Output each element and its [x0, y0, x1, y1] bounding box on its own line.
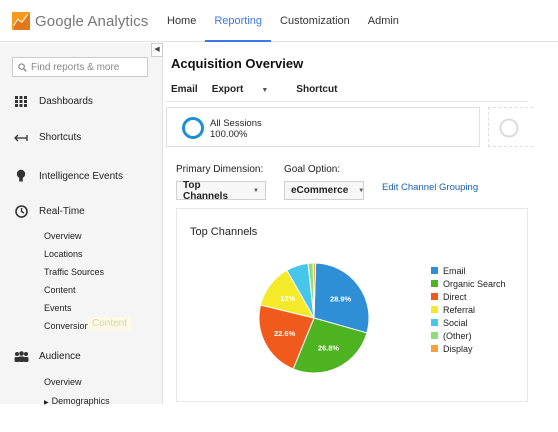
pie-slice-display[interactable] — [312, 262, 317, 319]
nav-customization[interactable]: Customization — [280, 15, 350, 27]
legend-item: Direct — [431, 290, 506, 303]
sidebar-item-intelligence-events[interactable]: Intelligence Events — [12, 169, 123, 183]
sidebar-subitem-conversions[interactable]: Conversions — [44, 321, 95, 331]
pie-slice-email[interactable] — [313, 262, 370, 334]
primary-dimension-select[interactable]: Top Channels ▼ — [176, 179, 266, 202]
legend-swatch — [431, 267, 438, 274]
legend-item: Referral — [431, 303, 506, 316]
primary-dimension-value: Top Channels — [183, 179, 229, 202]
sidebar-item-audience[interactable]: Audience — [12, 351, 81, 362]
nav-reporting[interactable]: Reporting — [205, 0, 272, 42]
lightbulb-icon — [12, 169, 30, 183]
sidebar-item-dashboards[interactable]: Dashboards — [12, 96, 93, 107]
legend-label: Organic Search — [443, 278, 506, 289]
pie-label: 28.9% — [330, 294, 352, 303]
legend-item: (Other) — [431, 329, 506, 342]
legend-swatch — [431, 319, 438, 326]
goal-option-select[interactable]: eCommerce ▼ — [284, 181, 364, 200]
export-button[interactable]: Export ▼ — [212, 84, 283, 95]
pie-chart: 28.9% 26.8% 22.6% 13% — [258, 262, 370, 374]
email-button[interactable]: Email — [171, 84, 198, 95]
legend-label: Social — [443, 317, 468, 328]
clock-icon — [12, 205, 30, 218]
pie-slice-organic-search[interactable] — [292, 317, 368, 374]
sidebar-subitem-overview[interactable]: Overview — [44, 231, 82, 241]
segment-label: All Sessions 100.00% — [210, 118, 262, 140]
google-analytics-logo[interactable]: Google Analytics — [12, 12, 148, 30]
sidebar-item-label: Audience — [39, 351, 81, 362]
sidebar-subitem-traffic-sources[interactable]: Traffic Sources — [44, 267, 105, 277]
legend-swatch — [431, 306, 438, 313]
legend-label: Direct — [443, 291, 467, 302]
add-segment-slot[interactable] — [488, 107, 533, 147]
legend-item: Social — [431, 316, 506, 329]
nav-home[interactable]: Home — [167, 15, 197, 27]
legend-swatch — [431, 280, 438, 287]
sidebar-subitem-locations[interactable]: Locations — [44, 249, 83, 259]
sidebar-subitem-audience-overview[interactable]: Overview — [44, 377, 82, 387]
caret-down-icon: ▼ — [253, 187, 259, 194]
sidebar-item-shortcuts[interactable]: Shortcuts — [12, 132, 81, 143]
sidebar-item-label: Shortcuts — [39, 132, 82, 143]
top-bar: Google Analytics Home Reporting Customiz… — [0, 0, 558, 42]
search-icon — [18, 62, 27, 72]
legend-label: Referral — [443, 304, 476, 315]
report-actions: Email Export ▼ Shortcut — [171, 84, 351, 95]
logo-text: Google Analytics — [35, 12, 149, 30]
search-input[interactable] — [31, 61, 143, 73]
sidebar-item-label: Real-Time — [39, 206, 85, 217]
pie-label: 22.6% — [274, 329, 296, 338]
caret-down-icon: ▼ — [358, 187, 365, 194]
people-icon — [12, 351, 30, 362]
legend-swatch — [431, 345, 438, 352]
arrow-icon — [12, 134, 30, 142]
goal-option-label: Goal Option: — [284, 164, 341, 175]
main-nav: Home Reporting Customization Admin — [158, 0, 408, 42]
legend-swatch — [431, 332, 438, 339]
pie-label: 13% — [280, 294, 295, 303]
legend-label: Email — [443, 265, 466, 276]
sidebar-item-real-time[interactable]: Real-Time — [12, 205, 85, 218]
caret-down-icon: ▼ — [261, 87, 269, 94]
sidebar-item-label: Dashboards — [39, 96, 93, 107]
expand-arrow-icon: ▶ — [44, 400, 49, 406]
segment-value: 100.00% — [210, 129, 248, 140]
legend-label: (Other) — [443, 330, 472, 341]
sidebar-item-label: Intelligence Events — [39, 170, 123, 182]
nav-admin[interactable]: Admin — [367, 15, 399, 27]
drag-tooltip: Content — [88, 317, 132, 330]
segment-all-sessions[interactable] — [166, 107, 480, 147]
chart-title: Top Channels — [190, 226, 258, 238]
page-title: Acquisition Overview — [171, 56, 304, 71]
divider — [166, 101, 528, 102]
legend-label: Display — [443, 343, 473, 354]
edit-channel-grouping-link[interactable]: Edit Channel Grouping — [382, 182, 479, 193]
legend-item: Organic Search — [431, 277, 506, 290]
legend-item: Email — [431, 264, 506, 277]
export-label: Export — [211, 84, 244, 95]
shortcut-button[interactable]: Shortcut — [296, 84, 338, 95]
pie-label: 26.8% — [318, 344, 340, 353]
sidebar-subitem-label: Demographics — [51, 396, 110, 406]
segment-ring-icon — [182, 117, 204, 139]
sidebar-subitem-content[interactable]: Content — [44, 285, 76, 295]
grid-icon — [12, 96, 30, 107]
analytics-logo-icon — [12, 12, 30, 30]
chart-legend: Email Organic Search Direct Referral Social (… — [431, 264, 506, 355]
empty-segment-ring-icon — [499, 118, 519, 138]
pie-slice-direct[interactable] — [258, 304, 315, 370]
search-box[interactable] — [12, 57, 148, 77]
sidebar-collapse-button[interactable]: ◀ — [151, 43, 163, 57]
segment-name: All Sessions — [210, 118, 262, 129]
sidebar-subitem-events[interactable]: Events — [44, 303, 72, 313]
goal-option-value: eCommerce — [291, 185, 349, 196]
sidebar — [0, 43, 163, 404]
legend-item: Display — [431, 342, 506, 355]
sidebar-subitem-demographics[interactable]: ▶ Demographics — [44, 396, 110, 406]
legend-swatch — [431, 293, 438, 300]
primary-dimension-label: Primary Dimension: — [176, 164, 264, 175]
